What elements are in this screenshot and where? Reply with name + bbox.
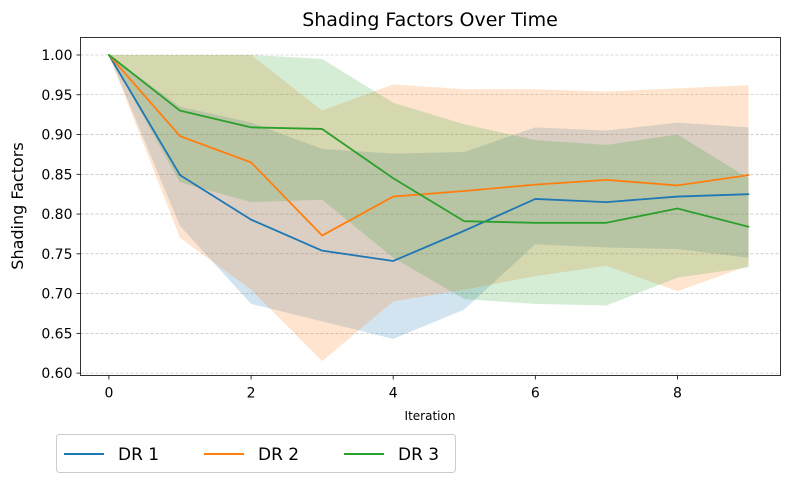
y-tick-label: 0.90 (41, 128, 72, 144)
band-dr-2 (108, 55, 749, 362)
legend-label: DR 1 (118, 445, 159, 465)
y-tick-label: 0.85 (41, 167, 72, 183)
y-tick-label: 0.80 (41, 207, 72, 223)
y-tick-label: 0.75 (41, 247, 72, 263)
y-tick-label: 0.60 (41, 366, 72, 382)
y-axis-ticks: 0.60 0.65 0.70 0.75 0.80 0.85 0.90 0.95 1.00 (41, 48, 81, 382)
plot-frame (80, 37, 781, 376)
y-tick-label: 0.95 (41, 88, 72, 104)
x-tick-label: 8 (673, 386, 682, 402)
band-dr-3 (108, 55, 749, 306)
grid (80, 54, 781, 374)
x-tick-label: 2 (247, 386, 256, 402)
y-tick-label: 0.65 (41, 326, 72, 342)
y-tick-label: 0.70 (41, 287, 72, 303)
legend-label: DR 2 (258, 445, 299, 465)
chart-title: Shading Factors Over Time (302, 9, 558, 31)
y-axis-label: Shading Factors (8, 142, 27, 269)
x-axis-ticks: 0 2 4 6 8 (104, 375, 682, 402)
series-lines (108, 54, 750, 262)
x-tick-label: 4 (389, 386, 398, 402)
line-dr-2 (108, 54, 750, 237)
legend-frame (56, 434, 456, 473)
confidence-bands (108, 55, 749, 362)
band-dr-1 (108, 55, 749, 339)
x-tick-label: 6 (531, 386, 540, 402)
legend: DR 1 DR 2 DR 3 (56, 434, 456, 473)
line-dr-1 (108, 54, 750, 262)
line-dr-3 (108, 54, 750, 228)
x-tick-label: 0 (104, 386, 113, 402)
y-tick-label: 1.00 (41, 48, 72, 64)
legend-label: DR 3 (398, 445, 439, 465)
x-axis-label: Iteration (405, 409, 456, 423)
